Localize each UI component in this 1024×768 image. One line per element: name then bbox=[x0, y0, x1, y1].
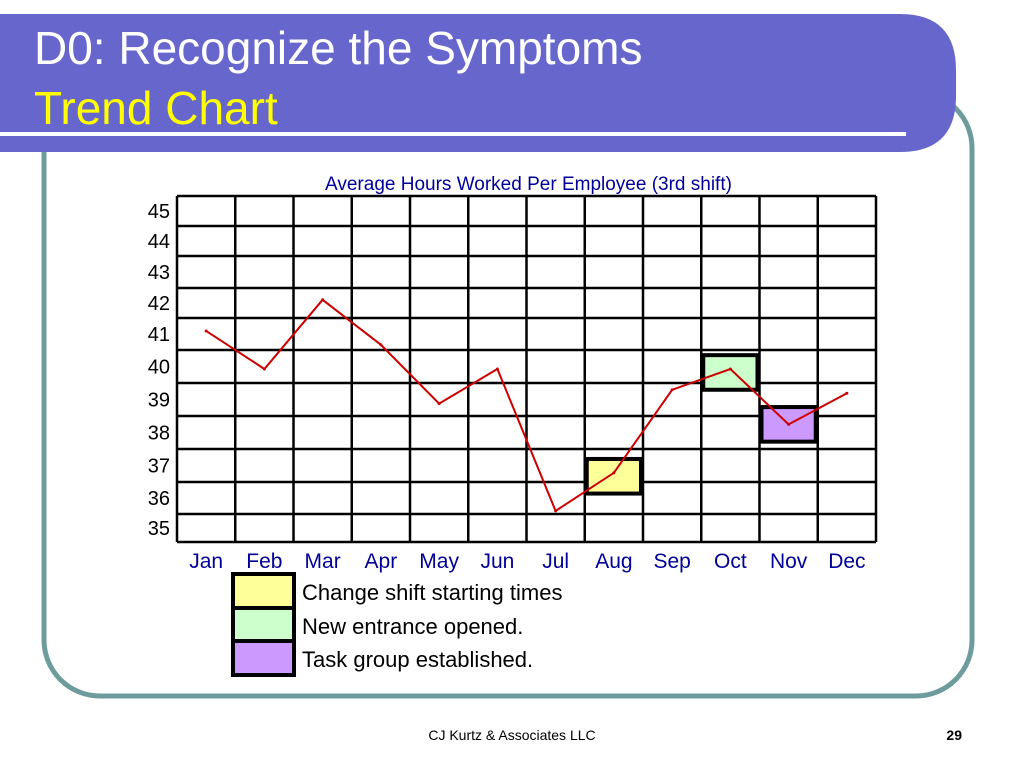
title-underline bbox=[0, 132, 906, 136]
chart-title: Average Hours Worked Per Employee (3rd s… bbox=[325, 174, 732, 195]
legend-swatch bbox=[231, 639, 296, 677]
page-number: 29 bbox=[946, 727, 962, 743]
data-point bbox=[787, 422, 791, 426]
y-tick-label: 36 bbox=[148, 488, 170, 510]
legend-label: New entrance opened. bbox=[302, 614, 523, 639]
x-tick-label: Jul bbox=[542, 550, 569, 573]
y-tick-label: 41 bbox=[148, 324, 170, 346]
legend-swatch bbox=[231, 606, 296, 644]
slide-subtitle: Trend Chart bbox=[34, 82, 278, 134]
event-highlight-aug bbox=[584, 456, 643, 496]
x-tick-label: Dec bbox=[828, 550, 865, 573]
x-tick-label: May bbox=[419, 550, 459, 573]
slide-title: D0: Recognize the Symptoms bbox=[34, 22, 643, 74]
data-point bbox=[321, 298, 325, 302]
x-tick-label: Mar bbox=[305, 550, 341, 573]
y-tick-label: 43 bbox=[148, 262, 170, 284]
trend-line bbox=[205, 298, 848, 513]
x-tick-label: Nov bbox=[770, 550, 808, 573]
legend-label: Change shift starting times bbox=[302, 580, 562, 605]
y-tick-label: 37 bbox=[148, 456, 170, 478]
x-tick-label: Feb bbox=[246, 550, 282, 573]
legend-swatch bbox=[231, 572, 296, 610]
data-point bbox=[554, 509, 558, 513]
x-tick-label: Apr bbox=[365, 550, 398, 573]
x-tick-label: Jun bbox=[480, 550, 514, 573]
legend-label: Task group established. bbox=[302, 647, 533, 672]
data-point bbox=[612, 471, 616, 475]
y-tick-label: 38 bbox=[148, 423, 170, 445]
data-point bbox=[728, 367, 732, 371]
y-tick-label: 39 bbox=[148, 390, 170, 412]
event-highlight-oct bbox=[701, 353, 760, 392]
data-point bbox=[670, 388, 674, 392]
data-point bbox=[437, 402, 441, 406]
y-tick-label: 45 bbox=[148, 201, 170, 223]
x-tick-label: Jan bbox=[189, 550, 223, 573]
x-tick-label: Oct bbox=[714, 550, 747, 573]
data-point bbox=[262, 367, 266, 371]
data-point bbox=[379, 343, 383, 347]
data-point bbox=[495, 367, 499, 371]
footer-text: CJ Kurtz & Associates LLC bbox=[428, 727, 596, 743]
header-band bbox=[0, 14, 956, 152]
y-tick-label: 40 bbox=[148, 357, 170, 379]
y-tick-label: 42 bbox=[148, 293, 170, 315]
y-tick-label: 44 bbox=[148, 231, 170, 253]
x-tick-label: Aug bbox=[595, 550, 632, 573]
y-tick-label: 35 bbox=[148, 518, 170, 540]
data-point bbox=[204, 329, 208, 333]
data-point bbox=[845, 391, 849, 395]
x-tick-label: Sep bbox=[653, 550, 690, 573]
